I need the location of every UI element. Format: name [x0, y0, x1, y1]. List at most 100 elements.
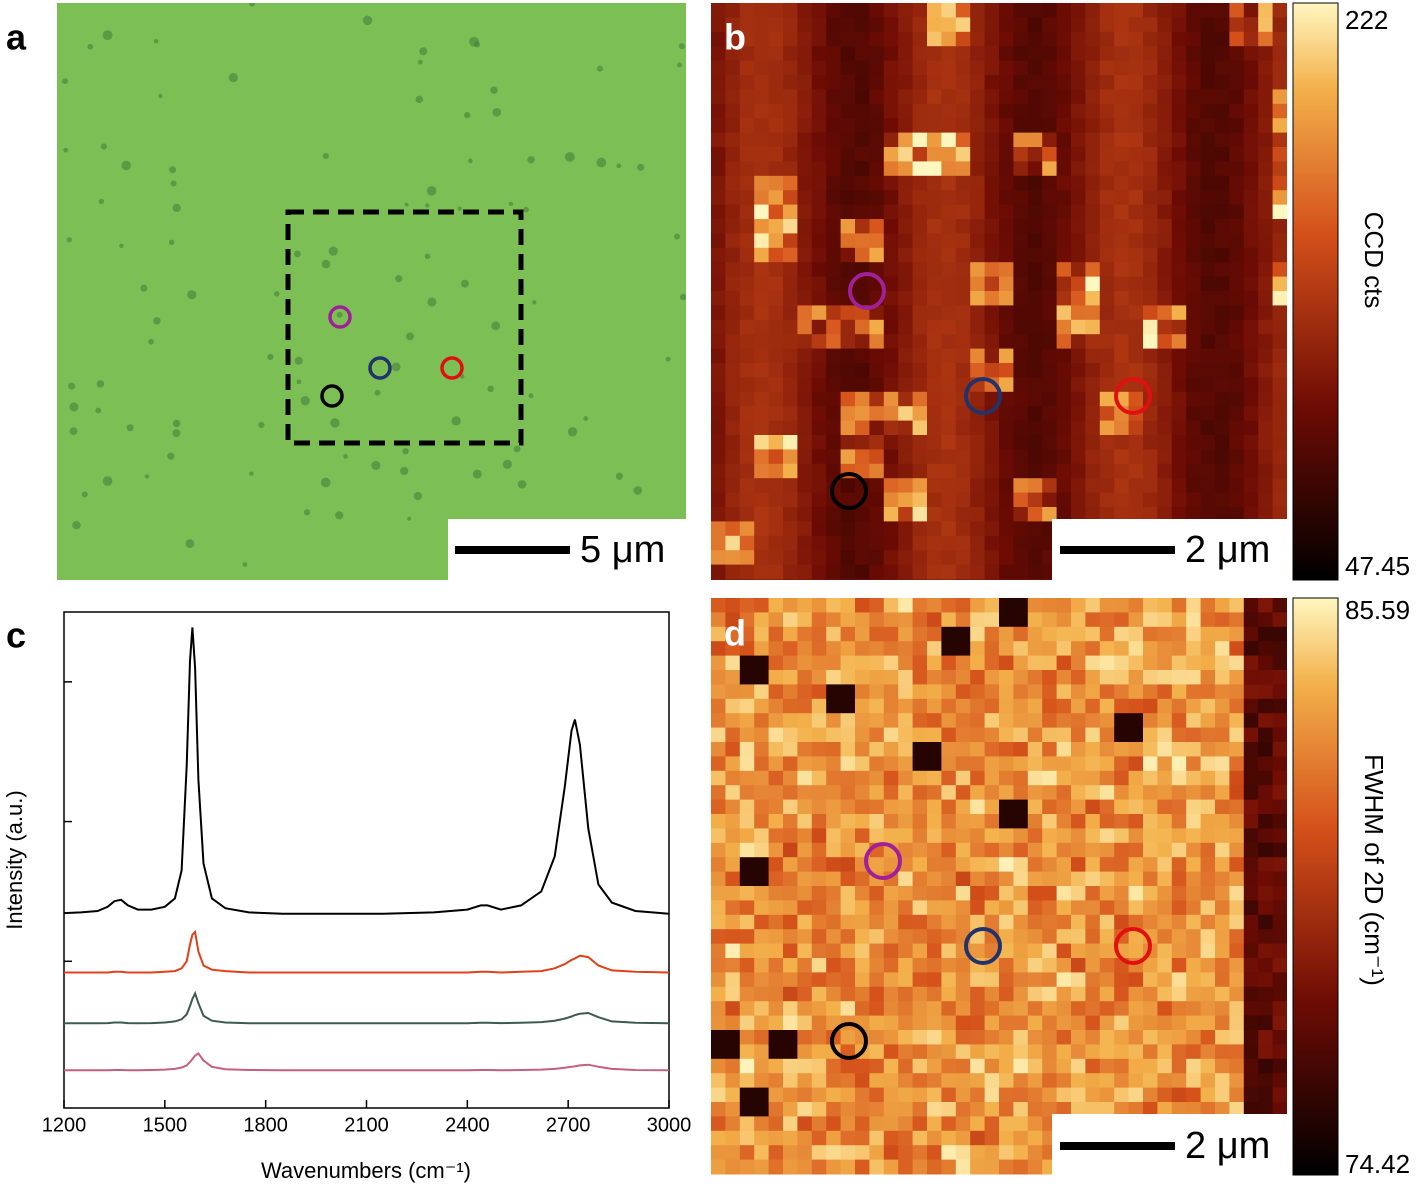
map-pixel: [883, 147, 899, 162]
map-pixel: [1013, 828, 1029, 844]
map-pixel: [1229, 770, 1245, 786]
map-pixel: [1258, 507, 1274, 522]
map-pixel: [811, 377, 827, 393]
map-pixel: [1258, 814, 1274, 829]
map-pixel: [1243, 1058, 1259, 1074]
map-pixel: [1200, 727, 1216, 743]
map-pixel: [970, 478, 986, 494]
map-pixel: [1157, 420, 1173, 436]
map-pixel: [1099, 319, 1115, 335]
map-pixel: [869, 742, 885, 757]
map-pixel: [1027, 550, 1043, 566]
map-pixel: [725, 147, 741, 162]
map-pixel: [1143, 598, 1158, 613]
map-pixel: [1143, 118, 1158, 134]
map-pixel: [970, 785, 986, 801]
map-pixel: [1243, 3, 1259, 18]
map-pixel: [1200, 118, 1216, 134]
map-pixel: [941, 190, 957, 206]
map-pixel: [883, 348, 899, 364]
map-pixel: [1128, 799, 1144, 815]
map-pixel: [739, 276, 755, 292]
map-pixel: [912, 1030, 928, 1045]
map-pixel: [725, 986, 741, 1002]
map-pixel: [1056, 598, 1072, 613]
map-pixel: [941, 756, 957, 772]
map-pixel: [1114, 1087, 1130, 1103]
map-pixel: [1085, 900, 1101, 916]
map-pixel: [898, 1001, 914, 1017]
map-pixel: [768, 1044, 784, 1060]
map-pixel: [1027, 449, 1043, 465]
map-pixel: [1200, 219, 1216, 234]
particle: [532, 300, 537, 305]
map-pixel: [1215, 147, 1230, 162]
map-pixel: [1056, 612, 1072, 628]
map-pixel: [754, 175, 770, 191]
map-pixel: [1099, 598, 1115, 613]
scale-text: 2 μm: [1185, 1125, 1270, 1167]
map-pixel: [1171, 914, 1187, 930]
map-pixel: [869, 406, 885, 422]
map-pixel: [1229, 276, 1245, 292]
particle: [343, 454, 348, 459]
map-pixel: [1071, 60, 1086, 76]
map-pixel: [855, 363, 870, 378]
map-pixel: [941, 641, 957, 657]
map-pixel: [1056, 756, 1072, 772]
map-pixel: [1056, 132, 1072, 148]
map-pixel: [1215, 118, 1230, 134]
map-pixel: [955, 828, 971, 844]
map-pixel: [1215, 986, 1230, 1002]
map-pixel: [912, 75, 928, 90]
map-pixel: [1243, 958, 1259, 973]
map-pixel: [1200, 828, 1216, 844]
map-pixel: [1243, 900, 1259, 916]
map-pixel: [1042, 1015, 1058, 1031]
map-pixel: [912, 1073, 928, 1089]
map-pixel: [1143, 1073, 1158, 1089]
map-pixel: [1013, 550, 1029, 566]
map-pixel: [840, 190, 856, 206]
map-pixel: [1099, 219, 1115, 234]
map-pixel: [783, 391, 798, 407]
map-pixel: [1186, 420, 1202, 436]
map-pixel: [1186, 262, 1202, 278]
particle: [400, 466, 409, 476]
map-pixel: [1071, 175, 1086, 191]
map-pixel: [955, 17, 971, 33]
map-pixel: [869, 713, 885, 729]
map-pixel: [1114, 799, 1130, 815]
map-pixel: [912, 742, 928, 757]
map-pixel: [955, 785, 971, 801]
map-pixel: [1272, 857, 1287, 873]
map-pixel: [1200, 698, 1216, 714]
map-pixel: [970, 814, 986, 829]
map-pixel: [883, 247, 899, 263]
map-pixel: [927, 698, 942, 714]
map-pixel: [768, 89, 784, 105]
map-pixel: [1085, 842, 1101, 858]
map-pixel: [970, 943, 986, 959]
map-pixel: [1243, 1030, 1259, 1045]
map-pixel: [754, 958, 770, 973]
map-pixel: [1027, 564, 1043, 580]
map-pixel: [1171, 247, 1187, 263]
map-pixel: [1186, 626, 1202, 642]
map-pixel: [955, 972, 971, 988]
map-pixel: [1215, 449, 1230, 465]
map-pixel: [1229, 492, 1245, 508]
map-pixel: [855, 1073, 870, 1089]
map-pixel: [1258, 60, 1274, 76]
map-pixel: [1099, 655, 1115, 671]
map-pixel: [898, 391, 914, 407]
map-pixel: [1200, 377, 1216, 393]
map-pixel: [1258, 161, 1274, 177]
map-pixel: [912, 247, 928, 263]
x-tick-label: 1800: [243, 1114, 288, 1136]
map-pixel: [754, 276, 770, 292]
map-pixel: [912, 828, 928, 844]
map-pixel: [1200, 507, 1216, 522]
map-pixel: [1157, 958, 1173, 973]
map-pixel: [1128, 670, 1144, 685]
